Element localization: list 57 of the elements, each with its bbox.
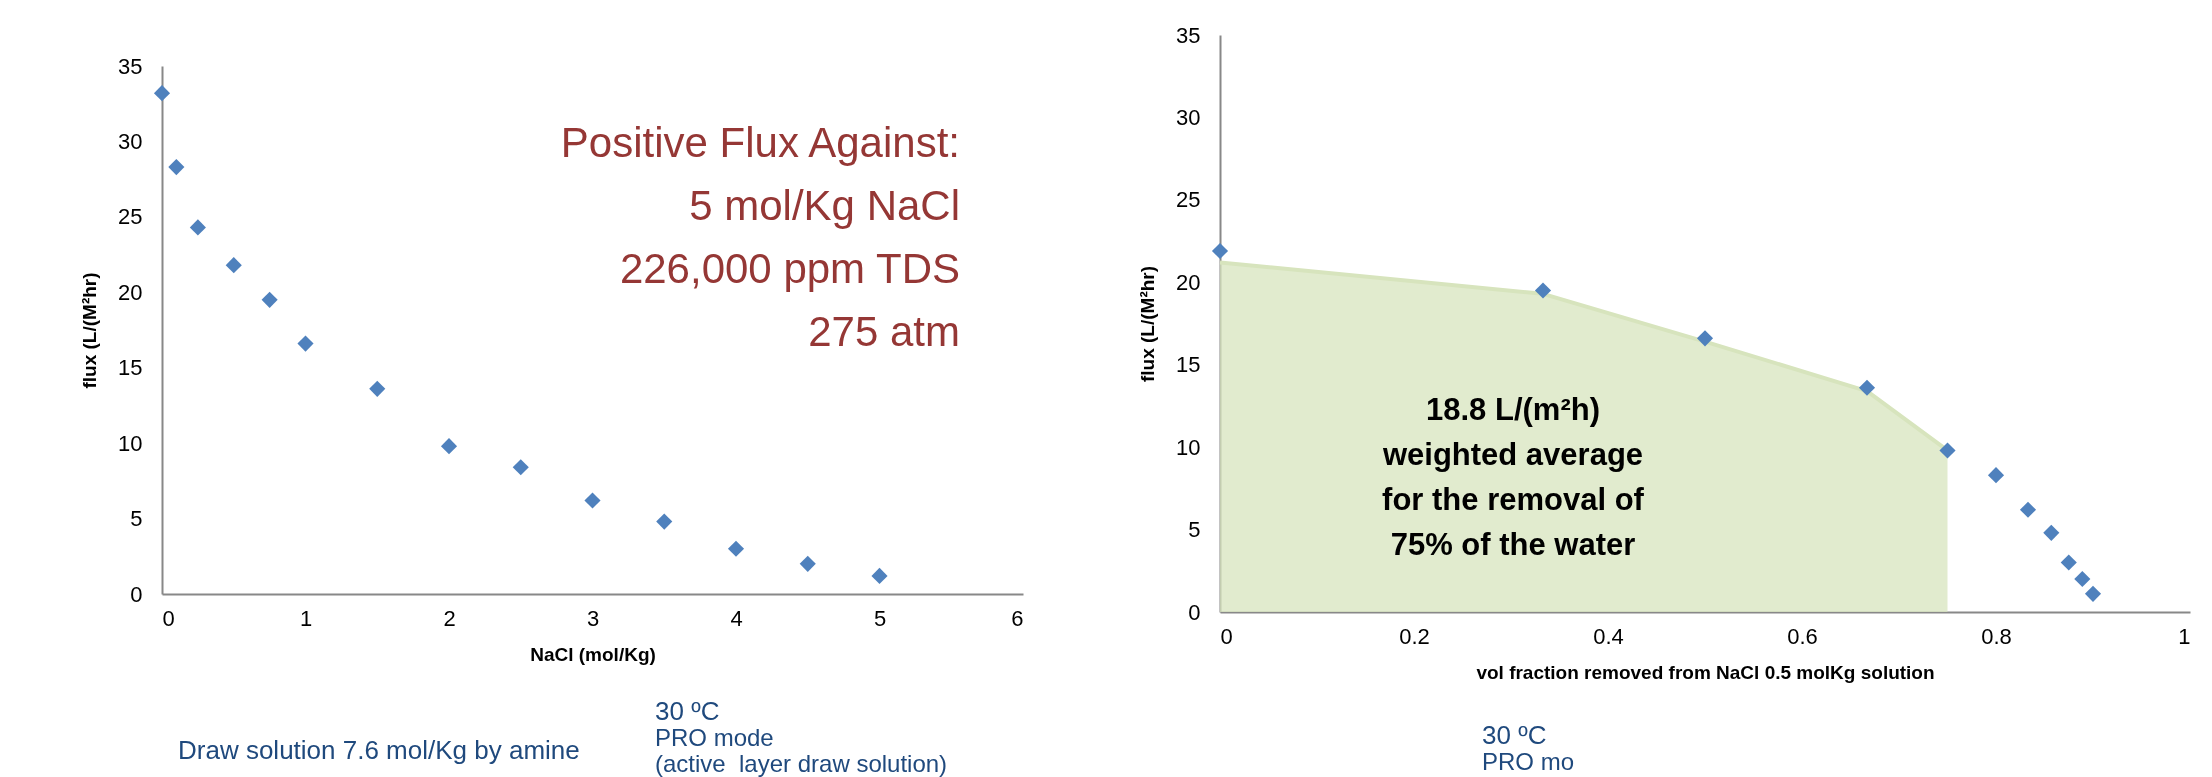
text: 30 ºC <box>1482 720 1547 750</box>
x-tick-label: 0 <box>1220 623 1233 649</box>
y-tick-label: 0 <box>130 581 143 607</box>
annotation: 5 mol/Kg NaCl <box>689 182 960 229</box>
point <box>2019 501 2037 518</box>
x-tick-label: 3 <box>586 605 600 631</box>
point <box>2074 570 2091 588</box>
y-tick-label: 15 <box>1176 352 1201 378</box>
x-tick-label: 6 <box>1011 605 1024 631</box>
annotation: weighted average <box>1382 437 1644 472</box>
text: Draw solution 7.6 mol/Kg by amine <box>178 735 580 765</box>
point <box>1939 442 1956 459</box>
text: PRO mode <box>655 724 774 751</box>
y-tick-label: 10 <box>118 430 143 456</box>
annotation: 226,000 ppm TDS <box>619 245 960 292</box>
x-tick-label: 5 <box>873 605 887 631</box>
point <box>1211 242 1229 260</box>
x-tick-label: 0.6 <box>1787 623 1818 649</box>
y-tick-label: 10 <box>1176 434 1201 460</box>
annotation: 18.8 L/(m²h) <box>1426 392 1600 427</box>
x-tick-label: 1 <box>2178 623 2191 649</box>
x-axis-title: vol fraction removed from NaCl 0.5 molKg solution <box>1476 661 1935 683</box>
point <box>1858 379 1876 396</box>
y-tick-label: 35 <box>118 53 143 79</box>
y-axis-title: flux (L/(M²hr) <box>79 272 101 389</box>
x-tick-label: 2 <box>443 605 456 631</box>
text: 30 ºC <box>655 696 720 726</box>
annotation: 275 atm <box>808 308 960 355</box>
x-tick-label: 0 <box>162 605 175 631</box>
text: PRO mo <box>1482 748 1575 775</box>
point <box>1534 282 1552 299</box>
x-axis-title: NaCl (mol/Kg) <box>530 643 656 665</box>
annotation: Positive Flux Against: <box>560 119 960 166</box>
annotation: for the removal of <box>1382 482 1644 517</box>
y-tick-label: 30 <box>118 128 143 154</box>
y-tick-label: 5 <box>1188 517 1201 543</box>
text: (active layer draw solution) <box>655 750 948 777</box>
y-tick-label: 5 <box>130 506 143 532</box>
y-tick-label: 25 <box>118 204 143 230</box>
point <box>2060 554 2077 571</box>
y-tick-label: 35 <box>1176 22 1201 48</box>
point <box>1696 330 1714 347</box>
y-tick-label: 25 <box>1176 187 1201 213</box>
x-tick-label: 4 <box>730 605 743 631</box>
y-axis-title: flux (L/(M²hr) <box>1137 265 1159 383</box>
y-tick-label: 20 <box>118 279 143 305</box>
x-tick-label: 0.8 <box>1981 623 2012 649</box>
x-tick-label: 0.4 <box>1593 623 1624 649</box>
y-tick-label: 30 <box>1176 104 1201 130</box>
point <box>2084 585 2102 602</box>
y-tick-label: 20 <box>1176 269 1201 295</box>
point <box>2043 524 2060 541</box>
y-tick-label: 15 <box>118 355 143 381</box>
x-tick-label: 1 <box>299 605 313 631</box>
annotation: 75% of the water <box>1390 527 1636 562</box>
point <box>1987 467 2005 484</box>
x-tick-label: 0.2 <box>1399 623 1430 649</box>
